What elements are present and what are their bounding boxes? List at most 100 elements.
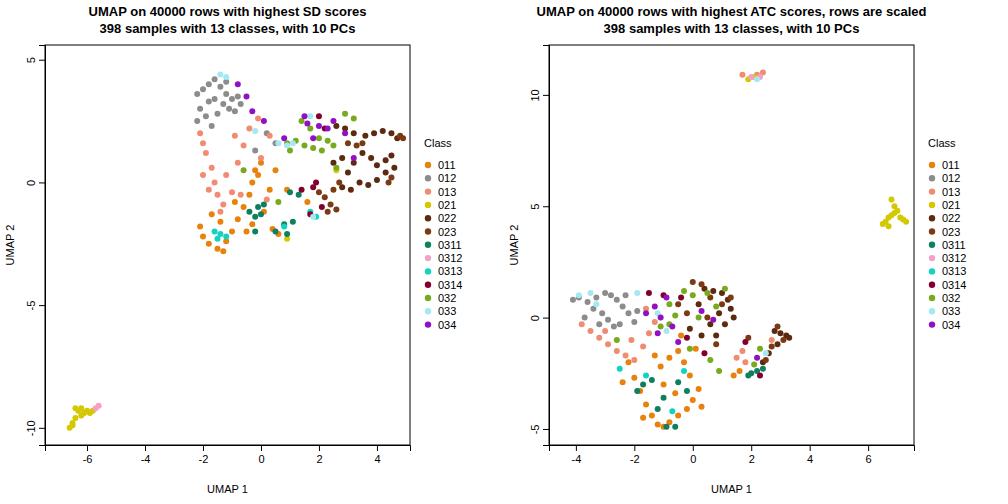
point: [658, 324, 664, 330]
point: [345, 170, 351, 176]
series: [570, 290, 640, 329]
title: UMAP on 40000 rows with highest ATC scor…: [537, 4, 927, 19]
series: [745, 74, 909, 229]
x-axis: -6-4-2024: [46, 445, 411, 465]
point: [336, 179, 342, 185]
legend-label: 0311: [942, 239, 966, 251]
point: [681, 359, 687, 365]
point: [751, 361, 757, 367]
legend-label: 032: [438, 292, 456, 304]
point: [200, 172, 206, 178]
point: [681, 368, 687, 374]
point: [275, 199, 281, 205]
point: [891, 203, 897, 209]
point: [631, 319, 637, 325]
legend-symbol: [425, 162, 431, 168]
point: [330, 187, 336, 193]
series: [634, 366, 766, 430]
legend-item: 034: [929, 319, 961, 331]
legend-label: 0313: [438, 265, 462, 277]
x-tick: 0: [690, 445, 696, 465]
point: [693, 346, 699, 352]
point: [587, 290, 593, 296]
legend-label: 011: [438, 159, 456, 171]
y-tick-label: -10: [25, 420, 37, 436]
legend-item: 023: [929, 226, 961, 238]
point: [310, 145, 316, 151]
point: [678, 332, 684, 338]
point: [249, 179, 255, 185]
point: [200, 140, 206, 146]
point: [608, 292, 614, 298]
y-tick: -5: [529, 425, 549, 435]
x-tick-label: 4: [807, 453, 813, 465]
point: [388, 130, 394, 136]
x-tick-mark: [87, 445, 88, 451]
y-tick-mark: [543, 95, 549, 96]
point: [780, 337, 786, 343]
point: [614, 348, 620, 354]
point: [628, 337, 634, 343]
point: [669, 324, 675, 330]
legend-symbol: [929, 268, 935, 274]
point: [223, 233, 229, 239]
point: [249, 221, 255, 227]
legend-label: 013: [942, 186, 960, 198]
legend-label: 0312: [942, 252, 966, 264]
y-tick-mark: [543, 429, 549, 430]
point: [646, 290, 652, 296]
legend-label: 021: [438, 199, 456, 211]
point: [357, 179, 363, 185]
x-tick-mark: [868, 445, 869, 451]
y-tick-mark: [39, 305, 45, 306]
point: [206, 241, 212, 247]
point: [223, 172, 229, 178]
point: [687, 373, 693, 379]
point: [675, 348, 681, 354]
y-tick-label: 0: [25, 180, 37, 186]
series: [212, 209, 319, 242]
plot-frame: [45, 45, 410, 445]
x-tick-mark: [145, 445, 146, 451]
point: [760, 366, 766, 372]
point: [713, 341, 719, 347]
legend-symbol: [929, 202, 935, 208]
point: [330, 143, 336, 149]
legend-symbol: [929, 242, 935, 248]
x-tick-mark: [261, 445, 262, 451]
panel: UMAP on 40000 rows with highest ATC scor…: [508, 4, 966, 495]
point: [745, 373, 751, 379]
point: [602, 290, 608, 296]
point: [643, 401, 649, 407]
legend-label: 0313: [942, 265, 966, 277]
point: [246, 192, 252, 198]
point: [333, 165, 339, 171]
point: [731, 315, 737, 321]
point: [731, 373, 737, 379]
legend-item: 0311: [425, 239, 462, 251]
point: [310, 135, 316, 141]
point: [281, 135, 287, 141]
x-tick: -4: [571, 445, 581, 465]
series: [675, 279, 786, 363]
series: [687, 286, 792, 365]
point: [359, 140, 365, 146]
x-tick: 4: [807, 445, 813, 465]
point: [742, 339, 748, 345]
legend-item: 0313: [425, 265, 463, 277]
point: [206, 81, 212, 87]
legend-symbol: [425, 175, 431, 181]
point: [243, 94, 249, 100]
point: [640, 344, 646, 350]
legend-item: 034: [425, 319, 457, 331]
point: [197, 106, 203, 112]
series: [194, 76, 278, 153]
point: [734, 355, 740, 361]
point: [596, 321, 602, 327]
point: [672, 312, 678, 318]
point: [903, 219, 909, 225]
point: [212, 229, 218, 235]
point: [374, 177, 380, 183]
series: [643, 295, 760, 361]
legend-symbol: [929, 282, 935, 288]
